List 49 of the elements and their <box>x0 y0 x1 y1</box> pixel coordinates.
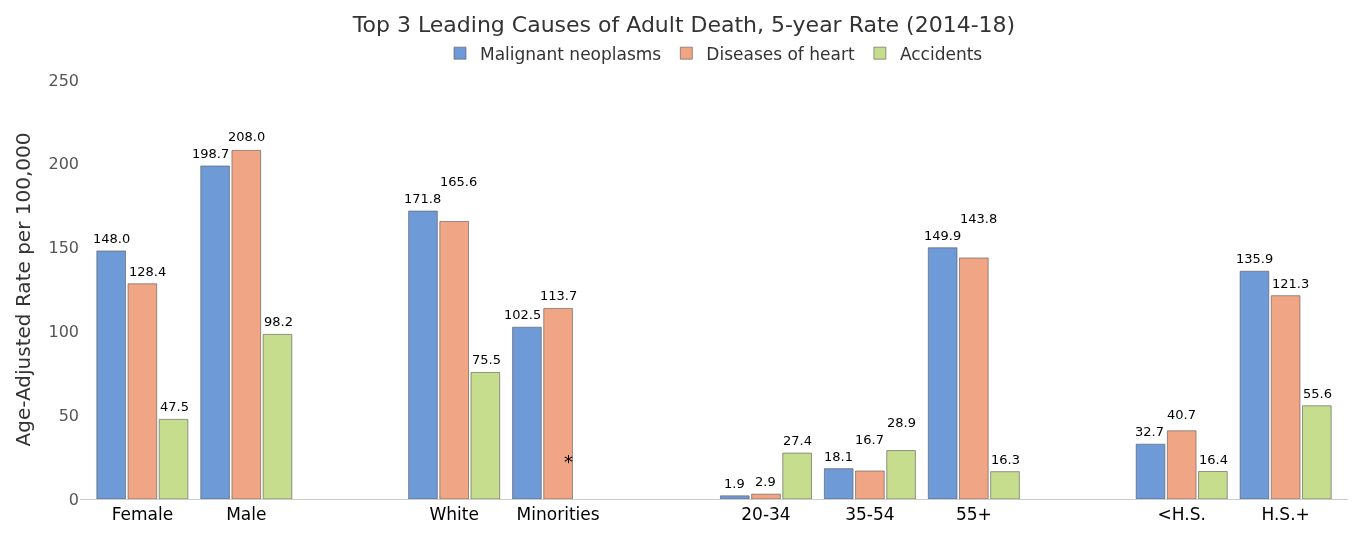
x-tick-label: Male <box>226 504 267 525</box>
data-label: 27.4 <box>783 433 812 448</box>
y-tick-label: 150 <box>48 238 79 258</box>
x-tick-label: 55+ <box>955 504 992 525</box>
data-label: 75.5 <box>472 352 501 367</box>
y-tick-label: 50 <box>58 405 79 425</box>
data-label: 98.2 <box>264 314 293 329</box>
data-label: 198.7 <box>192 146 230 161</box>
data-label: 102.5 <box>504 307 542 322</box>
y-axis-title: Age-Adjusted Rate per 100,000 <box>11 132 35 447</box>
y-tick-label: 250 <box>48 70 79 90</box>
data-label: 16.4 <box>1199 452 1228 467</box>
data-label: 1.9 <box>724 476 745 491</box>
bar <box>1239 270 1270 499</box>
data-label: 128.4 <box>129 264 167 279</box>
data-label: 143.8 <box>960 211 998 226</box>
data-label: 18.1 <box>824 449 853 464</box>
data-label: 113.7 <box>540 288 578 303</box>
data-label: 171.8 <box>404 191 442 206</box>
x-tick-label: 20-34 <box>741 504 791 525</box>
legend-label: Malignant neoplasms <box>480 43 662 64</box>
y-tick-label: 0 <box>68 489 79 509</box>
data-label: 32.7 <box>1135 424 1164 439</box>
data-label: 121.3 <box>1272 276 1310 291</box>
data-label: 55.6 <box>1303 386 1332 401</box>
chart-title: Top 3 Leading Causes of Adult Death, 5-year Rate (2014-18) <box>351 11 1016 37</box>
x-tick-label: Female <box>111 504 174 525</box>
x-tick-label: Minorities <box>516 504 600 525</box>
x-tick-label: <H.S. <box>1157 504 1206 525</box>
annotation: * <box>564 451 573 472</box>
x-tick-label: White <box>429 504 479 525</box>
data-label: 47.5 <box>160 399 189 414</box>
y-tick-label: 200 <box>48 154 79 174</box>
bar <box>158 419 189 499</box>
x-tick-label: H.S.+ <box>1261 504 1310 525</box>
data-label: 2.9 <box>755 474 776 489</box>
data-label: 16.3 <box>991 452 1020 467</box>
data-label: 165.6 <box>440 174 478 189</box>
data-label: 28.9 <box>887 415 916 430</box>
legend-label: Accidents <box>899 43 983 64</box>
data-label: 148.0 <box>93 231 131 246</box>
x-tick-label: 35-54 <box>845 504 895 525</box>
data-label: 149.9 <box>924 228 962 243</box>
data-label: 16.7 <box>855 432 884 447</box>
data-label: 135.9 <box>1236 251 1274 266</box>
data-label: 208.0 <box>228 129 266 144</box>
legend-label: Diseases of heart <box>706 43 855 64</box>
y-tick-label: 100 <box>48 322 79 341</box>
data-label: 40.7 <box>1167 407 1196 422</box>
